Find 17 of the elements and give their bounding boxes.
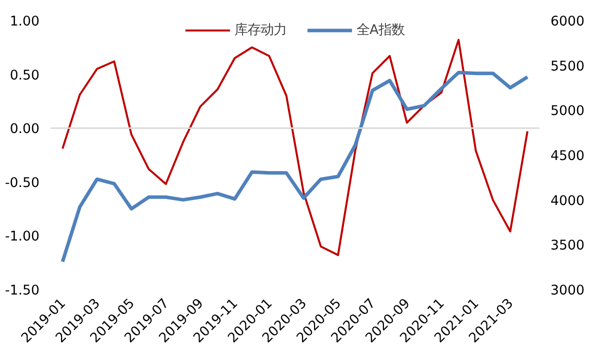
y-tick-label: -0.50 [5,176,40,191]
y2-tick-label: 3500 [550,238,584,254]
y-tick-label: 1.00 [10,14,40,30]
line-series [60,70,530,264]
y2-tick-label: 3000 [550,284,584,298]
y-tick-label: 0.50 [10,68,40,84]
y2-tick-label: 5500 [550,59,584,74]
y-tick-label: -1.00 [5,230,40,245]
legend-label: 库存动力 [234,22,286,39]
y2-tick-label: 5000 [550,104,584,120]
line-series [62,38,528,256]
y2-tick-label: 4000 [550,194,584,209]
y2-tick-label: 4500 [550,149,584,164]
y-tick-label: -1.50 [5,284,40,298]
legend-label: 全A指数 [356,22,405,39]
y2-tick-label: 6000 [550,14,584,30]
y-tick-label: 0.00 [10,122,40,138]
